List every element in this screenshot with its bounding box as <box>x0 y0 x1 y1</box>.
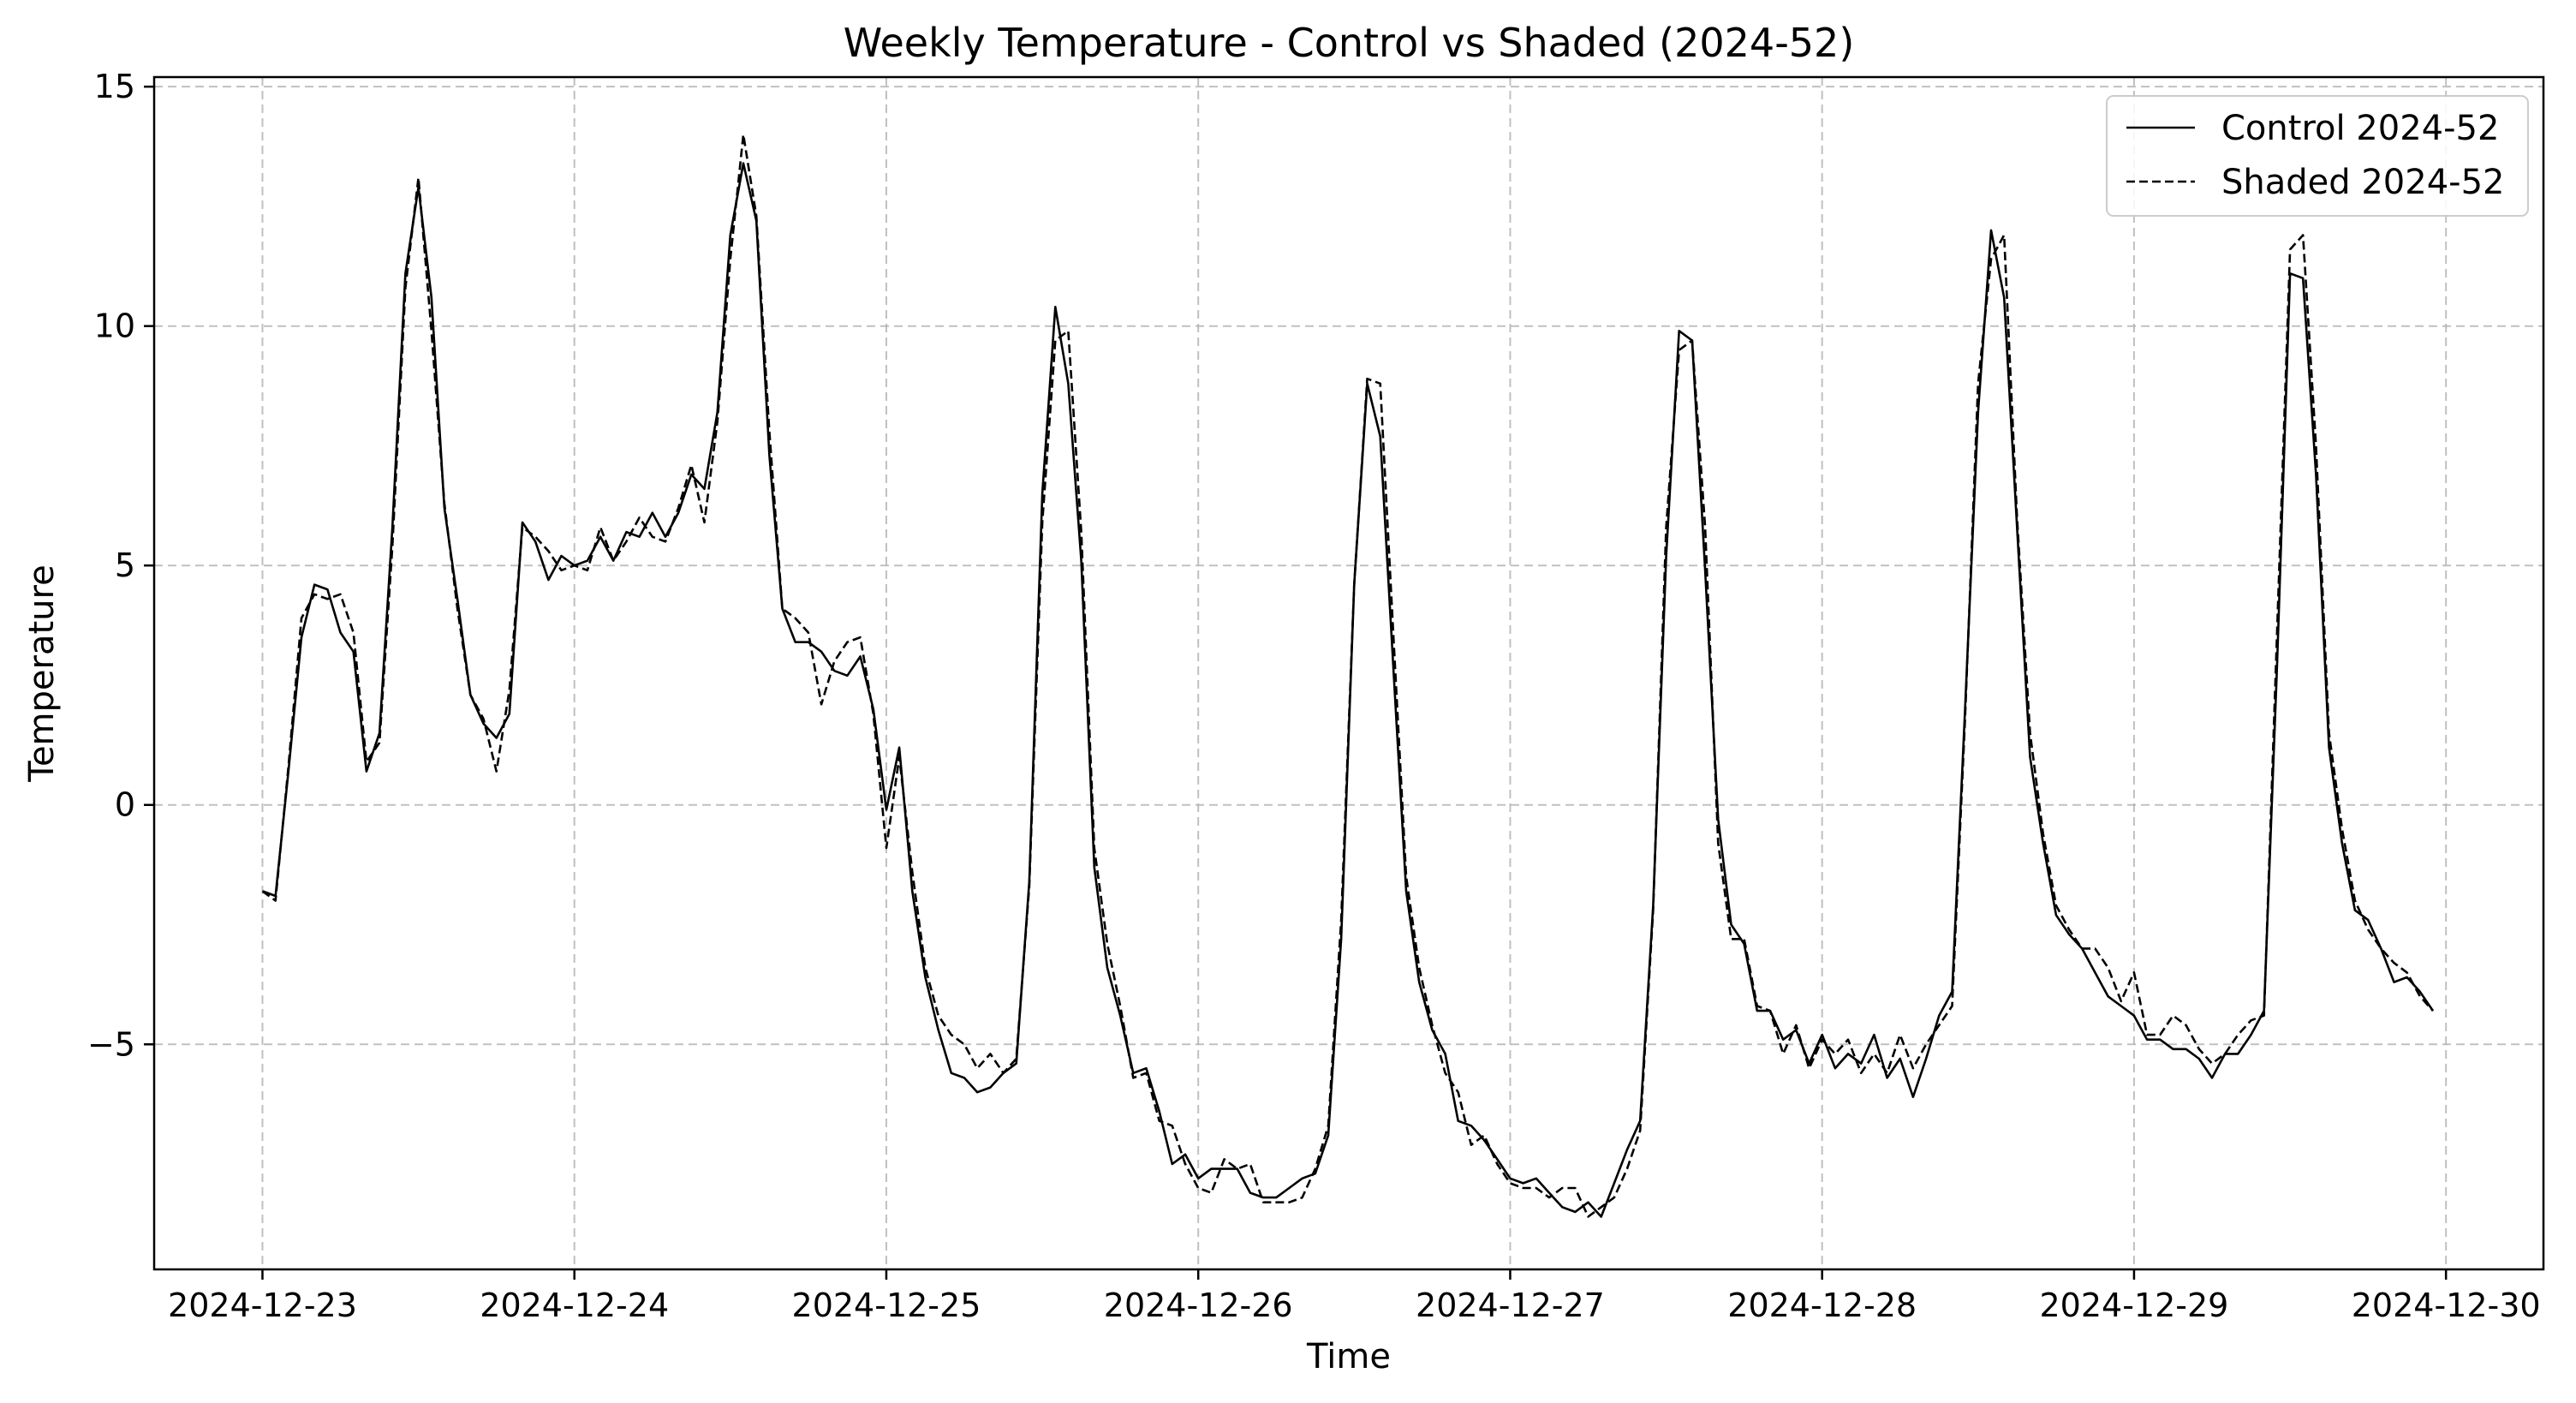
y-tick-label: 0 <box>115 786 135 824</box>
series-line-shaded <box>261 133 2434 1218</box>
y-tick-label: −5 <box>87 1025 135 1063</box>
x-tick-label: 2024-12-29 <box>2040 1287 2229 1324</box>
x-tick-label: 2024-12-24 <box>480 1287 669 1324</box>
x-tick-label: 2024-12-23 <box>168 1287 357 1324</box>
x-tick-label: 2024-12-26 <box>1104 1287 1293 1324</box>
x-tick-label: 2024-12-25 <box>792 1287 981 1324</box>
x-tick-label: 2024-12-27 <box>1416 1287 1605 1324</box>
series-lines <box>261 133 2435 1218</box>
chart-title: Weekly Temperature - Control vs Shaded (… <box>844 20 1855 66</box>
legend: Control 2024-52 Shaded 2024-52 <box>2106 95 2529 217</box>
plot-frame <box>152 75 2545 1271</box>
legend-label-shaded: Shaded 2024-52 <box>2221 163 2505 202</box>
axis-ticks: 2024-12-23 2024-12-24 2024-12-25 2024-12-26… <box>87 68 2541 1324</box>
x-tick-label: 2024-12-28 <box>1727 1287 1917 1324</box>
y-tick-label: 10 <box>94 307 135 345</box>
x-tick-label: 2024-12-30 <box>2352 1287 2541 1324</box>
legend-label-control: Control 2024-52 <box>2221 109 2499 148</box>
x-axis-label: Time <box>1306 1337 1391 1376</box>
y-tick-label: 5 <box>115 546 135 584</box>
legend-box <box>2106 95 2529 217</box>
y-tick-label: 15 <box>94 68 135 105</box>
y-axis-label: Temperature <box>22 564 62 782</box>
grid-lines <box>154 77 2543 1269</box>
